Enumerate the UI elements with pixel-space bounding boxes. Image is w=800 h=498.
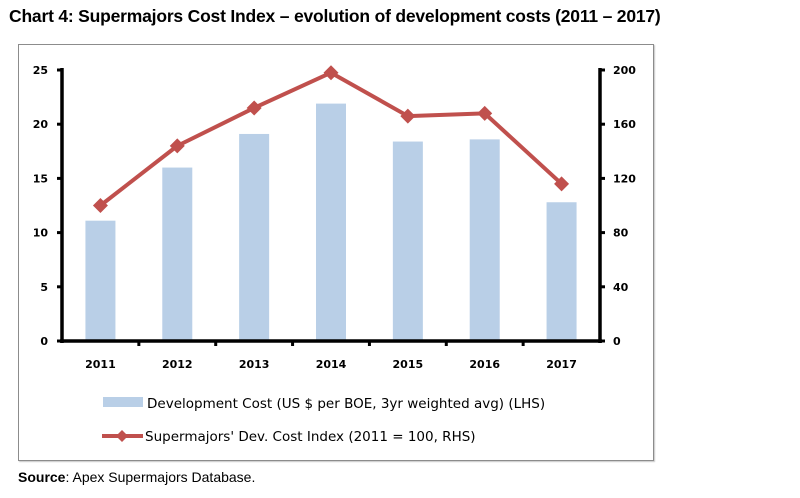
bar-2011 <box>85 220 116 341</box>
x-tick-label: 2016 <box>469 358 500 371</box>
bar-2013 <box>239 133 270 341</box>
y-left-tick-label: 25 <box>33 64 48 77</box>
bar-2012 <box>162 167 193 341</box>
source-label: Source <box>18 469 66 485</box>
index-marker-2017 <box>554 176 570 192</box>
bar-2017 <box>546 202 577 341</box>
y-right-tick-label: 40 <box>613 281 629 294</box>
legend-swatch-bar <box>103 397 143 407</box>
legend-label-line: Supermajors' Dev. Cost Index (2011 = 100… <box>145 429 476 445</box>
x-tick-label: 2015 <box>393 358 424 371</box>
index-marker-2014 <box>323 65 339 81</box>
y-left-tick-label: 20 <box>33 118 49 131</box>
index-marker-2015 <box>400 108 416 124</box>
index-marker-2011 <box>92 198 108 213</box>
tick-labels: 0 5 10 15 20 25 0 40 80 120 160 200 2011 2012 2013 2014… <box>33 64 637 371</box>
y-left-tick-label: 0 <box>40 335 48 348</box>
legend-label-bar: Development Cost (US $ per BOE, 3yr weig… <box>147 396 545 412</box>
bar-2016 <box>469 139 500 341</box>
x-tick-label: 2013 <box>239 358 270 371</box>
y-right-tick-label: 0 <box>613 335 621 348</box>
y-right-tick-label: 120 <box>613 172 636 185</box>
y-right-tick-label: 160 <box>613 118 636 131</box>
source-note: Source: Apex Supermajors Database. <box>18 469 255 485</box>
y-right-tick-label: 80 <box>613 227 629 240</box>
line-series <box>92 65 570 213</box>
bar-series <box>85 103 577 341</box>
chart-title: Chart 4: Supermajors Cost Index – evolut… <box>9 6 661 26</box>
x-tick-label: 2011 <box>85 358 116 371</box>
y-left-tick-label: 10 <box>33 227 49 240</box>
index-marker-2013 <box>246 100 262 116</box>
y-right-tick-label: 200 <box>613 64 636 77</box>
y-left-tick-label: 5 <box>40 281 48 294</box>
index-marker-2012 <box>169 138 185 154</box>
bar-2015 <box>392 141 423 341</box>
x-tick-label: 2012 <box>162 358 193 371</box>
axes <box>57 68 605 346</box>
legend: Development Cost (US $ per BOE, 3yr weig… <box>102 396 545 445</box>
index-marker-2016 <box>477 105 493 121</box>
chart-frame <box>18 44 654 461</box>
legend-swatch-marker <box>116 430 128 442</box>
x-tick-label: 2014 <box>316 358 347 371</box>
x-tick-label: 2017 <box>546 358 577 371</box>
y-left-tick-label: 15 <box>33 172 48 185</box>
source-text: : Apex Supermajors Database. <box>65 469 256 485</box>
bar-2014 <box>316 103 346 341</box>
